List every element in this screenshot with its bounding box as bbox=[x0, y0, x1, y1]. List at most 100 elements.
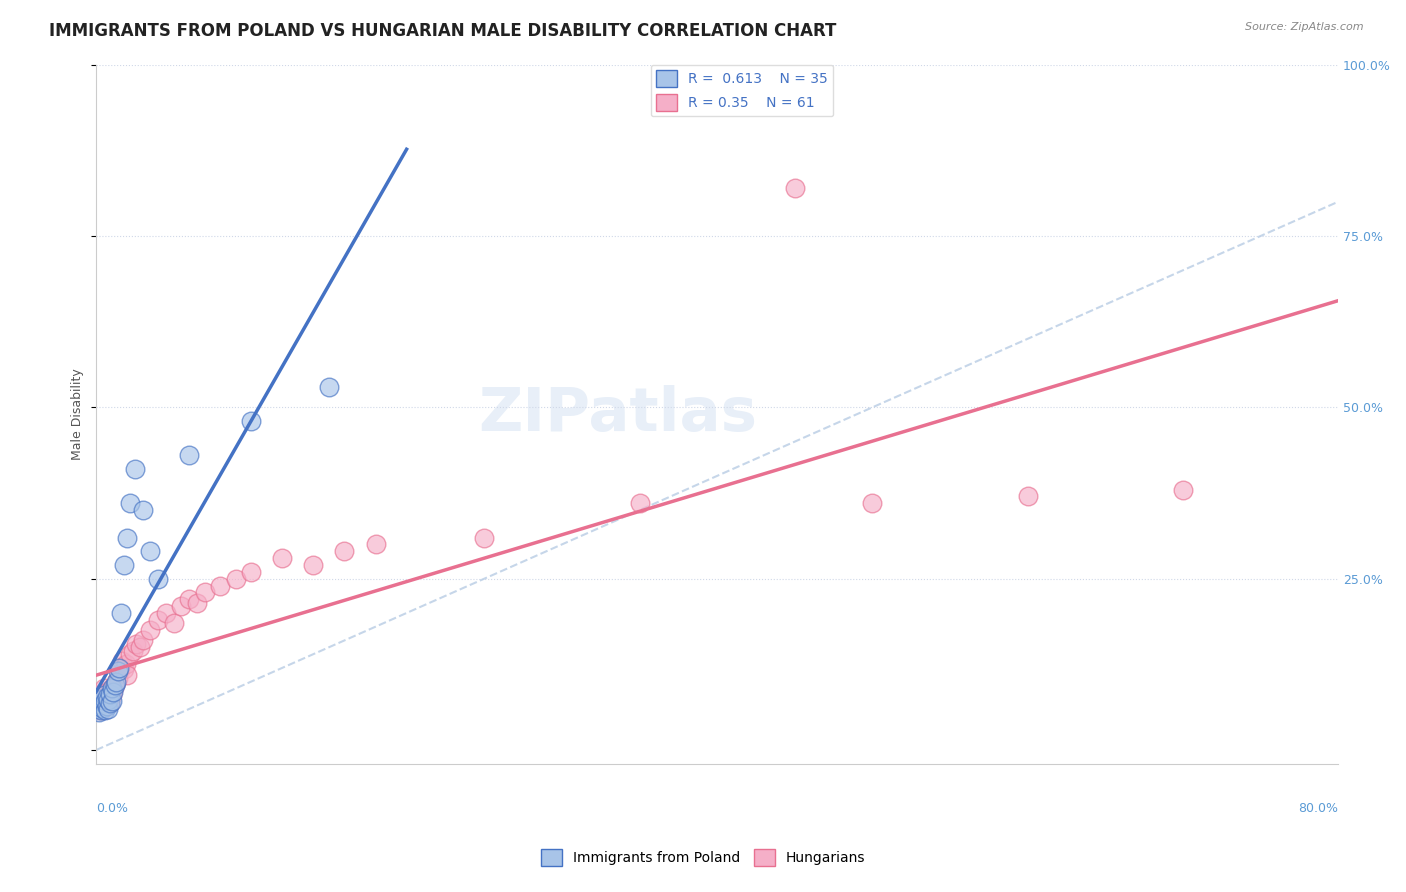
Point bbox=[93, 688, 115, 702]
Point bbox=[89, 688, 111, 702]
Point bbox=[112, 558, 135, 572]
Point bbox=[108, 661, 131, 675]
Point bbox=[94, 694, 117, 708]
Point bbox=[155, 606, 177, 620]
Point bbox=[104, 678, 127, 692]
Point bbox=[93, 681, 115, 696]
Point bbox=[98, 697, 121, 711]
Point bbox=[90, 695, 112, 709]
Point bbox=[128, 640, 150, 655]
Point bbox=[101, 682, 124, 697]
Point bbox=[472, 531, 495, 545]
Point bbox=[91, 691, 114, 706]
Point bbox=[96, 690, 118, 704]
Point bbox=[96, 685, 118, 699]
Text: Source: ZipAtlas.com: Source: ZipAtlas.com bbox=[1246, 22, 1364, 32]
Point bbox=[120, 496, 142, 510]
Point bbox=[1017, 490, 1039, 504]
Point bbox=[96, 697, 118, 711]
Point bbox=[628, 496, 651, 510]
Point bbox=[98, 691, 121, 706]
Point bbox=[122, 643, 145, 657]
Point bbox=[110, 606, 132, 620]
Text: 80.0%: 80.0% bbox=[1298, 802, 1339, 815]
Point bbox=[91, 703, 114, 717]
Point bbox=[783, 181, 806, 195]
Point bbox=[225, 572, 247, 586]
Point bbox=[115, 531, 138, 545]
Point bbox=[107, 665, 129, 679]
Point bbox=[94, 688, 117, 702]
Point bbox=[97, 687, 120, 701]
Text: 0.0%: 0.0% bbox=[96, 802, 128, 815]
Point bbox=[101, 685, 124, 699]
Y-axis label: Male Disability: Male Disability bbox=[72, 368, 84, 460]
Point bbox=[98, 697, 121, 711]
Point bbox=[112, 662, 135, 676]
Point bbox=[302, 558, 325, 572]
Point bbox=[89, 698, 111, 713]
Point bbox=[105, 674, 128, 689]
Point bbox=[86, 691, 108, 706]
Point bbox=[240, 414, 263, 428]
Point bbox=[91, 695, 114, 709]
Text: IMMIGRANTS FROM POLAND VS HUNGARIAN MALE DISABILITY CORRELATION CHART: IMMIGRANTS FROM POLAND VS HUNGARIAN MALE… bbox=[49, 22, 837, 40]
Point bbox=[89, 703, 111, 717]
Point bbox=[364, 537, 387, 551]
Point bbox=[104, 678, 127, 692]
Point bbox=[114, 657, 136, 672]
Point bbox=[90, 694, 112, 708]
Point bbox=[91, 690, 114, 704]
Point bbox=[107, 671, 129, 685]
Point bbox=[163, 616, 186, 631]
Point bbox=[86, 702, 108, 716]
Point bbox=[96, 690, 118, 704]
Point bbox=[94, 694, 117, 708]
Point bbox=[94, 698, 117, 713]
Point bbox=[89, 706, 111, 720]
Point bbox=[93, 697, 115, 711]
Point bbox=[179, 448, 201, 462]
Point bbox=[120, 647, 142, 661]
Point bbox=[1171, 483, 1194, 497]
Point bbox=[139, 544, 162, 558]
Text: ZIPatlas: ZIPatlas bbox=[478, 384, 758, 443]
Point bbox=[96, 698, 118, 713]
Point bbox=[90, 703, 112, 717]
Point bbox=[124, 462, 146, 476]
Point bbox=[271, 551, 294, 566]
Point bbox=[110, 661, 132, 675]
Point bbox=[333, 544, 356, 558]
Point bbox=[111, 654, 134, 668]
Point bbox=[194, 585, 217, 599]
Point bbox=[105, 674, 128, 689]
Point bbox=[131, 503, 153, 517]
Point bbox=[90, 698, 112, 713]
Point bbox=[240, 565, 263, 579]
Point bbox=[94, 703, 117, 717]
Point bbox=[108, 665, 131, 679]
Point bbox=[89, 697, 111, 711]
Point bbox=[97, 694, 120, 708]
Point bbox=[318, 380, 340, 394]
Point bbox=[93, 691, 115, 706]
Point bbox=[100, 694, 122, 708]
Point bbox=[146, 572, 169, 586]
Legend: Immigrants from Poland, Hungarians: Immigrants from Poland, Hungarians bbox=[536, 844, 870, 871]
Point bbox=[146, 613, 169, 627]
Point bbox=[90, 687, 112, 701]
Point bbox=[125, 637, 148, 651]
Point bbox=[86, 702, 108, 716]
Point bbox=[100, 688, 122, 702]
Point bbox=[98, 687, 121, 701]
Point bbox=[131, 633, 153, 648]
Point bbox=[97, 702, 120, 716]
Point bbox=[93, 697, 115, 711]
Point bbox=[91, 700, 114, 714]
Legend: R =  0.613    N = 35, R = 0.35    N = 61: R = 0.613 N = 35, R = 0.35 N = 61 bbox=[651, 64, 834, 117]
Point bbox=[862, 496, 884, 510]
Point bbox=[170, 599, 193, 614]
Point bbox=[209, 578, 232, 592]
Point bbox=[100, 681, 122, 696]
Point bbox=[115, 667, 138, 681]
